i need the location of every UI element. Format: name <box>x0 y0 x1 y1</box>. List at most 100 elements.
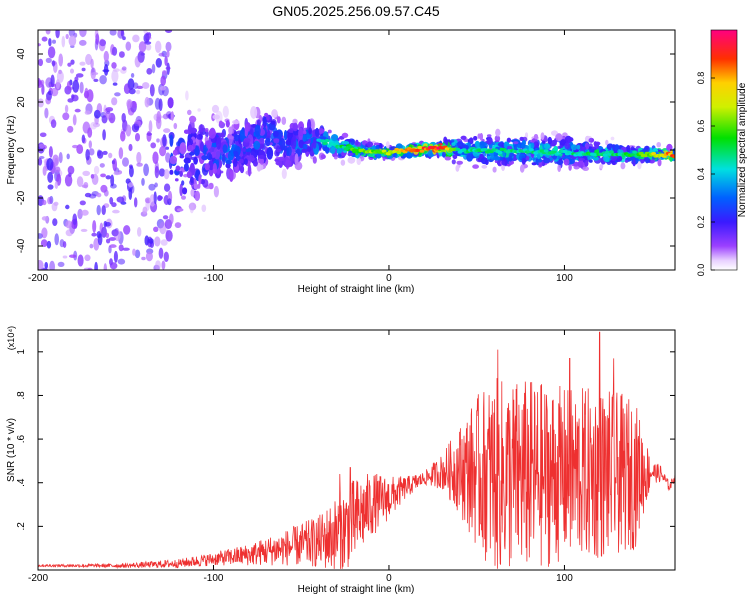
heatmap-cell <box>67 62 72 67</box>
heatmap-cell <box>41 227 48 239</box>
heatmap-cell <box>129 165 134 178</box>
figure-title: GN05.2025.256.09.57.C45 <box>272 3 440 19</box>
heatmap-cell <box>302 143 308 150</box>
heatmap-cell <box>442 151 446 158</box>
heatmap-cell <box>318 128 325 134</box>
heatmap-cell <box>213 185 219 198</box>
heatmap-cell <box>456 141 464 149</box>
heatmap-cell <box>198 174 202 185</box>
heatmap-cell <box>624 159 629 163</box>
heatmap-cell <box>569 158 575 164</box>
heatmap-cell <box>330 146 336 154</box>
heatmap-cell <box>451 159 456 165</box>
heatmap-cell <box>543 157 551 164</box>
heatmap-cell <box>320 154 326 160</box>
heatmap-cell <box>525 155 530 161</box>
heatmap-cell <box>626 145 631 153</box>
heatmap-cell <box>592 156 599 161</box>
heatmap-cell <box>112 68 120 72</box>
heatmap-cell <box>520 164 525 173</box>
heatmap-cell <box>602 153 608 157</box>
spectrogram-x-axis: -200 -100 0 100 <box>28 30 573 284</box>
heatmap-cell <box>67 125 74 133</box>
heatmap-cell <box>588 159 593 163</box>
heatmap-cell <box>96 204 101 216</box>
heatmap-cell <box>77 208 83 220</box>
heatmap-cell <box>417 146 423 150</box>
heatmap-cell <box>331 134 339 142</box>
heatmap-cell <box>254 124 261 137</box>
heatmap-cell <box>219 120 223 126</box>
heatmap-cell <box>577 160 584 168</box>
heatmap-cell <box>109 197 114 205</box>
heatmap-cell <box>136 162 143 167</box>
heatmap-cell <box>105 232 110 238</box>
heatmap-cell <box>163 128 171 133</box>
heatmap-cell <box>165 146 170 150</box>
heatmap-cell <box>469 137 474 144</box>
heatmap-cell <box>216 137 222 150</box>
heatmap-cell <box>99 163 105 168</box>
heatmap-cell <box>122 36 126 41</box>
heatmap-cell <box>121 66 127 71</box>
heatmap-cell <box>487 136 493 145</box>
heatmap-cell <box>286 146 292 157</box>
heatmap-cell <box>175 178 179 182</box>
heatmap-cell <box>265 137 271 147</box>
heatmap-cell <box>100 173 106 178</box>
heatmap-cell <box>256 162 262 172</box>
heatmap-cell <box>213 146 221 160</box>
heatmap-cell <box>72 79 80 93</box>
heatmap-cell <box>271 109 278 118</box>
heatmap-cell <box>227 136 235 140</box>
colorbar-ticks: 0.0 0.2 0.4 0.6 0.8 <box>696 72 715 276</box>
heatmap-cell <box>584 160 589 167</box>
heatmap-cell <box>117 258 126 265</box>
heatmap-cell <box>120 30 124 37</box>
heatmap-cell <box>550 143 556 147</box>
heatmap-cell <box>154 166 160 179</box>
heatmap-cell <box>149 84 155 97</box>
heatmap-cell <box>47 196 52 205</box>
heatmap-cell <box>52 39 56 44</box>
spectrogram-y-label: Frequency (Hz) <box>6 116 17 185</box>
heatmap-cell <box>355 139 359 146</box>
heatmap-cell <box>266 147 274 160</box>
heatmap-cell <box>487 155 491 160</box>
heatmap-cell <box>41 36 48 42</box>
x-tick-label: -100 <box>203 273 223 284</box>
snr-y-multiplier: (x10⁴) <box>6 326 16 350</box>
heatmap-cell <box>152 151 159 164</box>
heatmap-cell <box>80 228 88 232</box>
heatmap-cell <box>108 152 113 159</box>
heatmap-cell <box>54 166 61 173</box>
heatmap-cell <box>109 262 118 270</box>
heatmap-cell <box>177 208 184 212</box>
heatmap-cell <box>85 149 90 161</box>
heatmap-cell <box>166 50 170 58</box>
heatmap-cell <box>193 183 198 190</box>
heatmap-cell <box>588 137 595 143</box>
heatmap-cell <box>70 59 75 65</box>
heatmap-cell <box>111 202 117 208</box>
heatmap-cell <box>165 41 172 52</box>
heatmap-cell <box>91 232 97 237</box>
heatmap-cell <box>452 154 458 160</box>
heatmap-cell <box>79 39 87 46</box>
heatmap-cell <box>125 41 132 51</box>
heatmap-cell <box>315 127 320 137</box>
heatmap-cell <box>473 136 478 141</box>
heatmap-cell <box>64 104 69 113</box>
heatmap-cell <box>253 140 261 150</box>
heatmap-cell <box>167 97 174 109</box>
heatmap-cell <box>158 52 165 57</box>
heatmap-cell <box>81 134 86 144</box>
heatmap-cell <box>222 153 226 166</box>
x-tick-label: 100 <box>556 573 573 584</box>
heatmap-cell <box>111 229 119 237</box>
heatmap-cell <box>79 200 86 206</box>
heatmap-cell <box>225 163 231 169</box>
heatmap-cell <box>38 78 41 87</box>
heatmap-cell <box>165 30 173 33</box>
heatmap-cell <box>456 160 464 165</box>
